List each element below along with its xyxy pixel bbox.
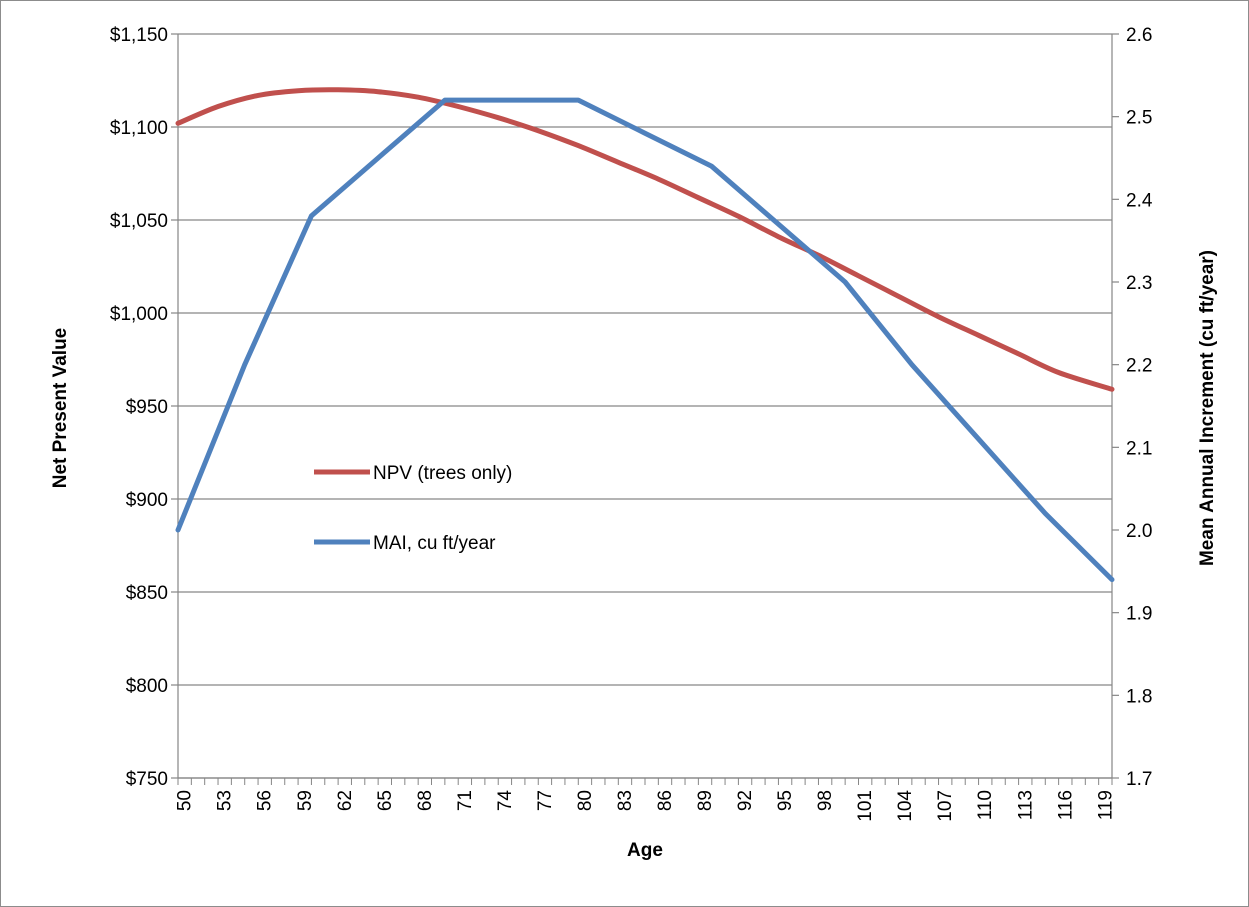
y-left-tick-label: $1,100: [110, 118, 168, 139]
x-tick-label: 50: [175, 790, 196, 811]
y-left-tick-label: $1,050: [110, 211, 168, 232]
y-right-tick-label: 2.5: [1126, 108, 1152, 129]
y-right-tick-label: 1.9: [1126, 604, 1152, 625]
series-line-mai: [175, 97, 1115, 583]
legend-label-mai: MAI, cu ft/year: [373, 533, 496, 554]
x-tick-label: 104: [895, 790, 916, 822]
y-left-tick-label: $850: [126, 583, 168, 604]
y-axis-right-title: Mean Annual Increment (cu ft/year): [1197, 250, 1218, 566]
y-axis-left-title: Net Present Value: [50, 328, 71, 489]
y-right-tick-label: 2.2: [1126, 356, 1152, 377]
x-tick-label: 107: [935, 790, 956, 822]
x-tick-label: 95: [775, 790, 796, 811]
x-axis-title: Age: [627, 840, 663, 861]
x-tick-label: 101: [855, 790, 876, 822]
y-left-tick-label: $1,000: [110, 304, 168, 325]
x-tick-label: 80: [575, 790, 596, 811]
y-right-tick-label: 2.0: [1126, 521, 1152, 542]
series-lines: [175, 87, 1115, 583]
legend-label-npv: NPV (trees only): [373, 463, 512, 484]
y-right-tick-label: 1.8: [1126, 686, 1152, 707]
x-tick-label: 113: [1015, 790, 1036, 820]
axes: $750 $800 $850 $900 $950 $1,000 $1,050 $1,100 $1…: [110, 25, 1153, 822]
y-right-tick-label: 1.7: [1126, 769, 1152, 790]
x-tick-label: 65: [375, 790, 396, 811]
y-right-tick-label: 2.3: [1126, 273, 1152, 294]
y-left-tick-label: $950: [126, 397, 168, 418]
series-line-npv: [175, 87, 1115, 392]
x-tick-label: 83: [615, 790, 636, 811]
x-tick-label: 98: [815, 790, 836, 811]
y-right-tick-label: 2.4: [1126, 190, 1153, 211]
legend: NPV (trees only) MAI, cu ft/year: [314, 463, 512, 554]
x-tick-label: 77: [535, 790, 556, 811]
y-right-tick-label: 2.6: [1126, 25, 1152, 46]
x-tick-label: 68: [415, 790, 436, 811]
y-left-tick-label: $900: [126, 490, 168, 511]
x-tick-label: 71: [455, 790, 476, 811]
x-tick-label: 110: [975, 790, 996, 820]
x-tick-label: 59: [295, 790, 316, 811]
x-tick-label: 86: [655, 790, 676, 811]
x-tick-label: 92: [735, 790, 756, 811]
x-tick-label: 119: [1095, 790, 1116, 820]
x-tick-label: 56: [255, 790, 276, 811]
gridlines: [178, 33, 1112, 779]
x-tick-label: 62: [335, 790, 356, 811]
y-right-tick-label: 2.1: [1126, 438, 1152, 459]
y-left-tick-label: $1,150: [110, 25, 168, 46]
x-tick-label: 53: [215, 790, 236, 811]
y-left-tick-label: $800: [126, 676, 168, 697]
y-left-tick-label: $750: [126, 769, 168, 790]
x-tick-label: 116: [1055, 790, 1076, 820]
x-tick-label: 89: [695, 790, 716, 811]
x-tick-label: 74: [495, 790, 516, 812]
